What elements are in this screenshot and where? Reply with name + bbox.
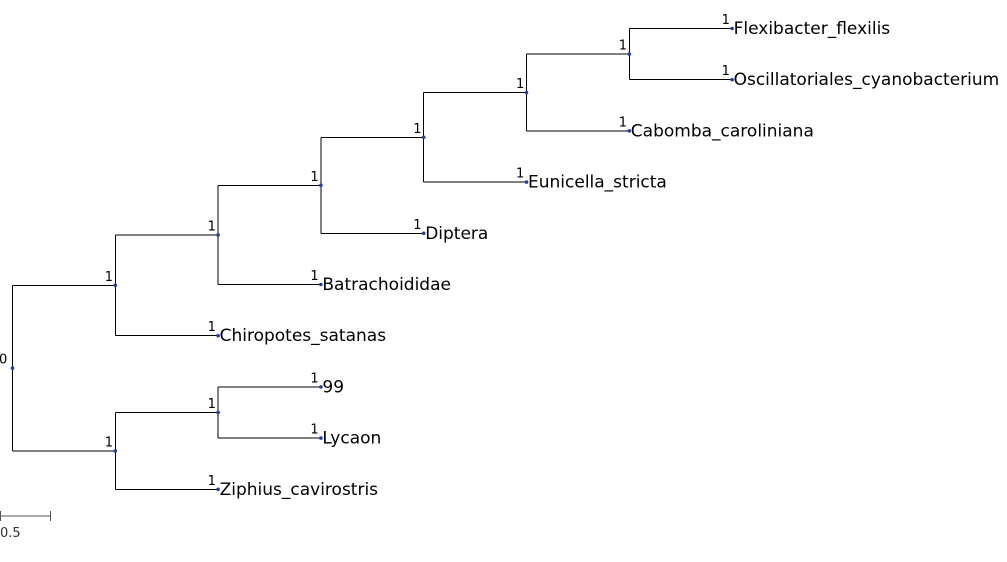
tip-label-t_lycaon: Lycaon: [322, 429, 381, 449]
node-dot-t_flexibacter: [730, 26, 734, 31]
support-label-t_batrachoididae: 1: [310, 269, 318, 284]
support-label-t_eunicella: 1: [516, 167, 524, 182]
support-label-n_a: 1: [208, 219, 216, 234]
node-dot-n_a: [216, 233, 220, 237]
node-dot-t_cabomba: [627, 129, 632, 133]
tip-label-t_eunicella: Eunicella_stricta: [528, 173, 667, 193]
tip-label-t_diptera: Diptera: [425, 224, 488, 244]
tree-labels: 0 1 1 1 1 Chiropotes_satanas 1 1 Batrachoididae 1…: [0, 13, 999, 500]
node-dot-n_upper: [113, 283, 118, 288]
support-label-n_c: 1: [413, 122, 421, 137]
support-label-t_diptera: 1: [413, 218, 421, 233]
node-dot-n_lower: [113, 449, 118, 453]
tree-nodes: [10, 26, 734, 492]
support-label-n_d: 1: [516, 77, 524, 92]
support-label-t_ziphius: 1: [208, 474, 216, 489]
node-dot-n_c: [421, 135, 426, 140]
node-dot-t_eunicella: [524, 180, 529, 184]
support-label-n_upper: 1: [105, 270, 113, 285]
support-label-root: 0: [0, 353, 7, 368]
tip-label-t_ziphius: Ziphius_cavirostris: [220, 480, 379, 500]
support-label-n_e: 1: [619, 39, 627, 54]
scale-bar-label: 0.5: [0, 526, 21, 541]
support-label-t_99: 1: [310, 371, 318, 386]
node-dot-t_chiropotes: [216, 333, 220, 338]
node-dot-n_f: [216, 410, 220, 415]
node-dot-n_e: [627, 52, 632, 56]
tree-branches: [12, 28, 733, 490]
support-label-t_lycaon: 1: [310, 423, 318, 438]
node-dot-t_diptera: [421, 231, 426, 236]
support-label-n_lower: 1: [105, 435, 113, 450]
support-label-t_flexibacter: 1: [722, 13, 730, 28]
tip-label-t_99: 99: [322, 377, 344, 397]
node-dot-t_99: [319, 385, 323, 389]
node-dot-n_b: [319, 183, 323, 188]
support-label-n_f: 1: [208, 397, 216, 412]
tip-label-t_batrachoididae: Batrachoididae: [322, 275, 451, 295]
support-label-n_b: 1: [310, 170, 318, 185]
scale-bar: 0.5: [0, 511, 51, 541]
support-label-t_oscillatoriales: 1: [722, 64, 730, 79]
tip-label-t_chiropotes: Chiropotes_satanas: [220, 326, 387, 346]
support-label-t_chiropotes: 1: [208, 320, 216, 335]
node-dot-t_lycaon: [319, 436, 323, 440]
support-label-t_cabomba: 1: [619, 115, 627, 130]
node-dot-t_ziphius: [216, 487, 220, 492]
node-dot-t_oscillatoriales: [730, 77, 734, 82]
tip-label-t_cabomba: Cabomba_caroliniana: [631, 121, 814, 141]
tip-label-t_oscillatoriales: Oscillatoriales_cyanobacterium: [734, 70, 1000, 90]
node-dot-n_d: [524, 90, 529, 95]
tip-label-t_flexibacter: Flexibacter_flexilis: [734, 19, 891, 39]
node-dot-root: [10, 366, 15, 370]
node-dot-t_batrachoididae: [319, 282, 323, 287]
